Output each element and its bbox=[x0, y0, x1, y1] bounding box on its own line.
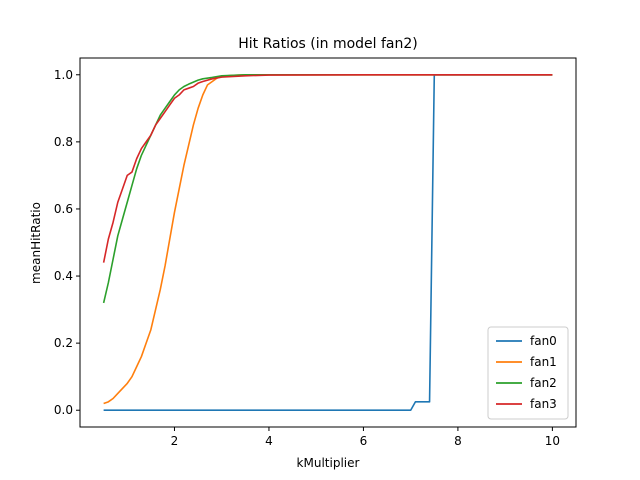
x-tick-label: 6 bbox=[360, 434, 368, 448]
axes-layer bbox=[79, 57, 577, 428]
y-tick-label: 0.6 bbox=[54, 202, 73, 216]
chart-title: Hit Ratios (in model fan2) bbox=[238, 36, 418, 52]
y-tick-label: 0.8 bbox=[54, 135, 73, 149]
y-tick-label: 1.0 bbox=[54, 68, 73, 82]
legend-box bbox=[487, 326, 569, 420]
y-tick-label: 0.2 bbox=[54, 336, 73, 350]
series-layer bbox=[102, 73, 553, 412]
axes-frame bbox=[79, 57, 577, 428]
x-tick-label: 2 bbox=[171, 434, 179, 448]
y-axis-label: meanHitRatio bbox=[29, 202, 43, 284]
legend-label-fan2: fan2 bbox=[530, 376, 557, 390]
x-tick-label: 8 bbox=[454, 434, 462, 448]
series-line-fan2 bbox=[102, 73, 553, 304]
y-tick-label: 0.0 bbox=[54, 403, 73, 417]
legend: fan0 fan1 fan2 fan3 bbox=[487, 326, 569, 420]
legend-label-fan1: fan1 bbox=[530, 355, 557, 369]
series-line-fan3 bbox=[102, 73, 553, 263]
x-tick-label: 4 bbox=[265, 434, 273, 448]
legend-label-fan3: fan3 bbox=[530, 397, 557, 411]
x-tick-label: 10 bbox=[545, 434, 560, 448]
y-tick-label: 0.4 bbox=[54, 269, 73, 283]
ticks-layer: 2 4 6 8 10 0.0 0.2 0.4 0.6 0.8 1.0 bbox=[54, 68, 560, 448]
legend-label-fan0: fan0 bbox=[530, 334, 557, 348]
x-axis-label: kMultiplier bbox=[297, 456, 360, 470]
